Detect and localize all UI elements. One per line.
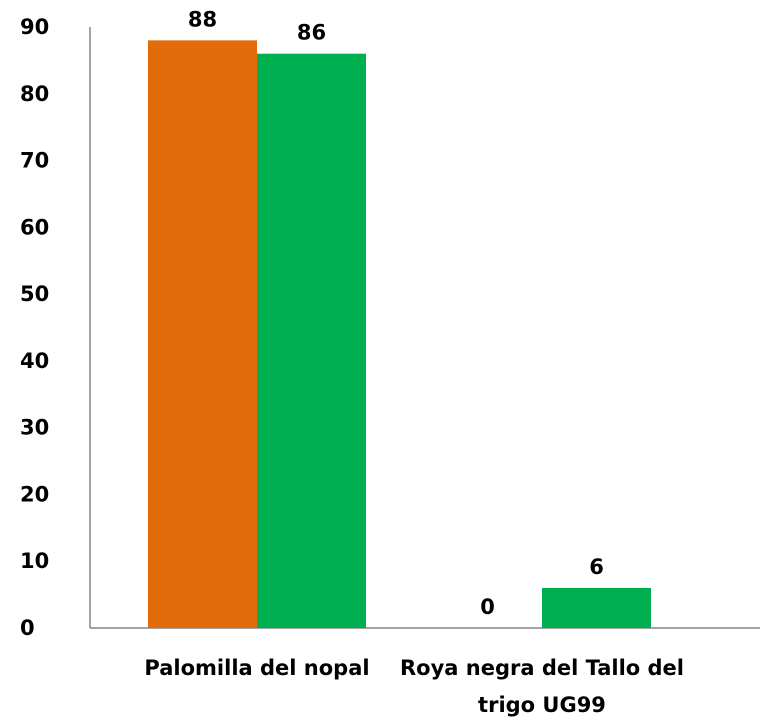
y-tick-label: 20 xyxy=(20,482,49,506)
data-label: 88 xyxy=(188,7,217,31)
y-tick-label: 80 xyxy=(20,82,49,106)
x-axis: Palomilla del nopal Roya negra del Tallo … xyxy=(144,656,684,717)
y-tick-label: 50 xyxy=(20,282,49,306)
y-tick-label: 90 xyxy=(20,15,49,39)
x-category-label: trigo UG99 xyxy=(478,693,606,717)
bars xyxy=(148,40,651,629)
y-tick-label: 70 xyxy=(20,149,49,173)
data-label: 6 xyxy=(589,555,604,579)
bar-series-1-cat-1 xyxy=(148,40,257,629)
y-tick-label: 40 xyxy=(20,349,49,373)
y-tick-label: 0 xyxy=(20,616,35,640)
x-category-label: Roya negra del Tallo del xyxy=(400,656,684,680)
y-tick-label: 10 xyxy=(20,549,49,573)
bar-series-2-cat-2 xyxy=(542,587,651,628)
data-labels: 88 0 86 6 xyxy=(188,7,604,619)
x-category-label: Palomilla del nopal xyxy=(144,656,369,680)
bar-series-2-cat-1 xyxy=(257,53,366,628)
y-tick-label: 60 xyxy=(20,215,49,239)
data-label: 0 xyxy=(480,595,495,619)
data-label: 86 xyxy=(297,21,326,45)
y-tick-label: 30 xyxy=(20,416,49,440)
